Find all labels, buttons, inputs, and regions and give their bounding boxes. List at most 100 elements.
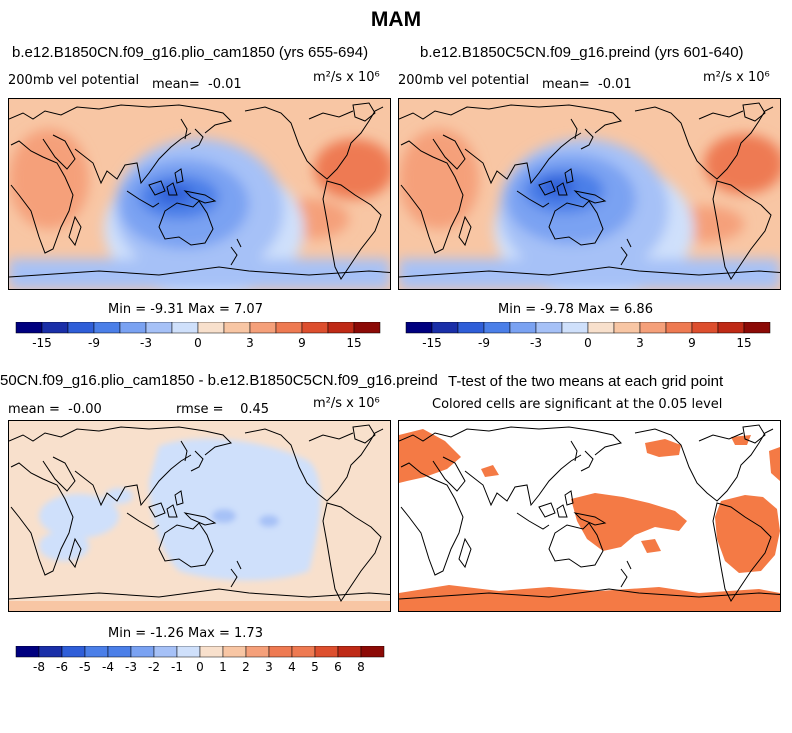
panel1-variable: 200mb vel potential	[8, 73, 140, 88]
colorbar-tick-label: 9	[688, 336, 696, 350]
colorbar-tick-label: 0	[196, 660, 204, 674]
colorbar-tick-label: 3	[265, 660, 273, 674]
colorbar-box	[327, 322, 355, 334]
colorbar-tick-label: -2	[148, 660, 160, 674]
colorbar-box	[509, 322, 537, 334]
panel1-title: b.e12.B1850CN.f09_g16.plio_cam1850 (yrs …	[12, 44, 369, 61]
panel3-stats: Min = -1.26 Max = 1.73	[108, 626, 263, 641]
colorbar-box	[561, 322, 589, 334]
colorbar-tick-label: 15	[736, 336, 751, 350]
colorbar-tick-label: 6	[334, 660, 342, 674]
colorbar-box	[107, 646, 132, 658]
colorbar-box	[153, 646, 178, 658]
colorbar-box	[171, 322, 199, 334]
colorbar-tick-label: 0	[194, 336, 202, 350]
colorbar-tick-label: -6	[56, 660, 68, 674]
colorbar-box	[301, 322, 329, 334]
figure-title: MAM	[370, 8, 422, 31]
colorbar-box	[199, 646, 224, 658]
colorbar-box	[613, 322, 641, 334]
colorbar-box	[291, 646, 316, 658]
colorbar-box	[665, 322, 693, 334]
panel1-units: m²/s x 10⁶	[313, 70, 380, 85]
panel4-map	[398, 420, 781, 612]
colorbar-box	[691, 322, 719, 334]
panel2-map	[398, 98, 781, 290]
colorbar-box	[15, 646, 40, 658]
panel4-title: T-test of the two means at each grid poi…	[448, 373, 724, 390]
panel2-stats: Min = -9.78 Max = 6.86	[498, 302, 653, 317]
panel3-rmse: rmse = 0.45	[176, 402, 270, 417]
colorbar-tick-label: 2	[242, 660, 250, 674]
colorbar-tick-label: 4	[288, 660, 296, 674]
panel2-title: b.e12.B1850C5CN.f09_g16.preind (yrs 601-…	[420, 44, 744, 61]
colorbar-tick-label: -4	[102, 660, 114, 674]
colorbar-tick-label: -9	[88, 336, 100, 350]
colorbar-tick-label: 15	[346, 336, 361, 350]
colorbar-box	[405, 322, 433, 334]
panel4-subtitle: Colored cells are significant at the 0.0…	[432, 397, 723, 412]
colorbar-box	[38, 646, 63, 658]
colorbar-box	[275, 322, 303, 334]
colorbar-tick-label: 5	[311, 660, 319, 674]
colorbar-tick-label: 9	[298, 336, 306, 350]
colorbar-box	[245, 646, 270, 658]
colorbar-box	[353, 322, 381, 334]
colorbar-tick-label: 8	[357, 660, 365, 674]
colorbar-tick-label: 3	[246, 336, 254, 350]
panel2-field	[399, 99, 780, 289]
colorbar-tick-label: -5	[79, 660, 91, 674]
panel3-colorbar: -8 -6 -5 -4 -3 -2 -1 0 1 2 3 4 5 6 8	[15, 646, 385, 674]
colorbar-box	[249, 322, 277, 334]
colorbar-box	[639, 322, 667, 334]
colorbar-tick-label: -3	[140, 336, 152, 350]
colorbar-box	[268, 646, 293, 658]
panel2-units: m²/s x 10⁶	[703, 70, 770, 85]
panel1-colorbar: -15 -9 -3 0 3 9 15	[15, 322, 381, 350]
colorbar-tick-label: -8	[33, 660, 45, 674]
colorbar-tick-label: 0	[584, 336, 592, 350]
panel3-title: 50CN.f09_g16.plio_cam1850 - b.e12.B1850C…	[0, 372, 438, 389]
colorbar-box	[314, 646, 339, 658]
colorbar-tick-label: -3	[530, 336, 542, 350]
colorbar-box	[717, 322, 745, 334]
colorbar-tick-label: 1	[219, 660, 227, 674]
colorbar-box	[61, 646, 86, 658]
colorbar-tick-label: -3	[125, 660, 137, 674]
colorbar-box	[337, 646, 362, 658]
panel3-field	[9, 421, 390, 611]
colorbar-box	[93, 322, 121, 334]
colorbar-box	[119, 322, 147, 334]
colorbar-box	[197, 322, 225, 334]
colorbar-box	[15, 322, 43, 334]
colorbar-box	[130, 646, 155, 658]
colorbar-box	[743, 322, 771, 334]
panel2-colorbar: -15 -9 -3 0 3 9 15	[405, 322, 771, 350]
colorbar-tick-label: 3	[636, 336, 644, 350]
colorbar-box	[457, 322, 485, 334]
colorbar-box	[67, 322, 95, 334]
panel3-map	[8, 420, 391, 612]
colorbar-box	[535, 322, 563, 334]
colorbar-tick-label: -9	[478, 336, 490, 350]
colorbar-tick-label: -15	[32, 336, 52, 350]
colorbar-box	[222, 646, 247, 658]
panel3-mean: mean = -0.00	[8, 402, 102, 417]
colorbar-tick-label: -1	[171, 660, 183, 674]
colorbar-box	[587, 322, 615, 334]
panel1-stats: Min = -9.31 Max = 7.07	[108, 302, 263, 317]
panel1-mean: mean= -0.01	[152, 77, 242, 92]
colorbar-box	[360, 646, 385, 658]
colorbar-tick-label: -15	[422, 336, 442, 350]
panel4-field	[399, 421, 780, 611]
colorbar-box	[431, 322, 459, 334]
panel2-mean: mean= -0.01	[542, 77, 632, 92]
colorbar-box	[223, 322, 251, 334]
colorbar-box	[145, 322, 173, 334]
panel1-field	[9, 99, 390, 289]
colorbar-box	[84, 646, 109, 658]
panel3-units: m²/s x 10⁶	[313, 396, 380, 411]
colorbar-box	[41, 322, 69, 334]
panel1-map	[8, 98, 391, 290]
colorbar-box	[483, 322, 511, 334]
